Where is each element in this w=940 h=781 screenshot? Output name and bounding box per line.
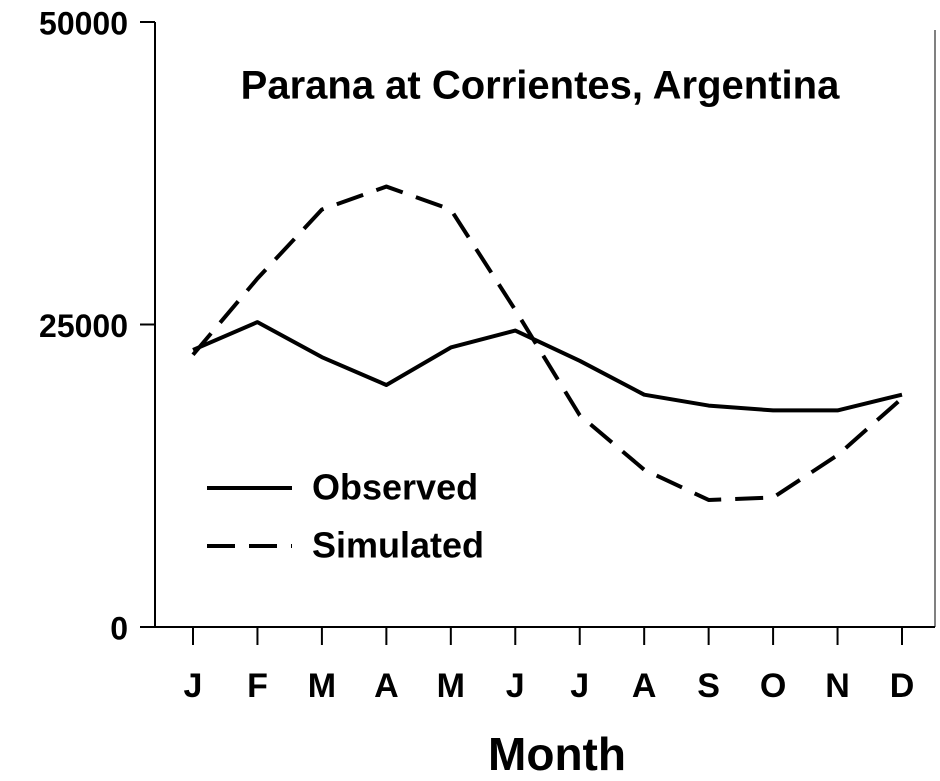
series-line: [191, 184, 904, 502]
y-tick-label: 25000: [39, 308, 128, 344]
x-tick-label: N: [825, 667, 850, 705]
series-line: [192, 320, 903, 413]
y-tick-label: 50000: [39, 5, 128, 41]
x-tick-label: F: [247, 667, 268, 705]
x-tick-label: O: [760, 667, 786, 705]
legend-label: Simulated: [312, 525, 484, 566]
x-axis-label: Month: [488, 728, 626, 780]
x-tick-label: J: [184, 667, 203, 705]
chart-title: Parana at Corrientes, Argentina: [241, 64, 840, 108]
x-tick-label: A: [374, 667, 399, 705]
x-tick-label: D: [890, 667, 915, 705]
x-tick-label: M: [308, 667, 336, 705]
x-tick-label: M: [437, 667, 465, 705]
x-tick-label: A: [632, 667, 657, 705]
x-tick-label: J: [506, 667, 525, 705]
x-tick-label: S: [697, 667, 720, 705]
x-tick-label: J: [570, 667, 589, 705]
y-tick-label: 0: [110, 610, 128, 646]
legend-label: Observed: [312, 467, 478, 508]
